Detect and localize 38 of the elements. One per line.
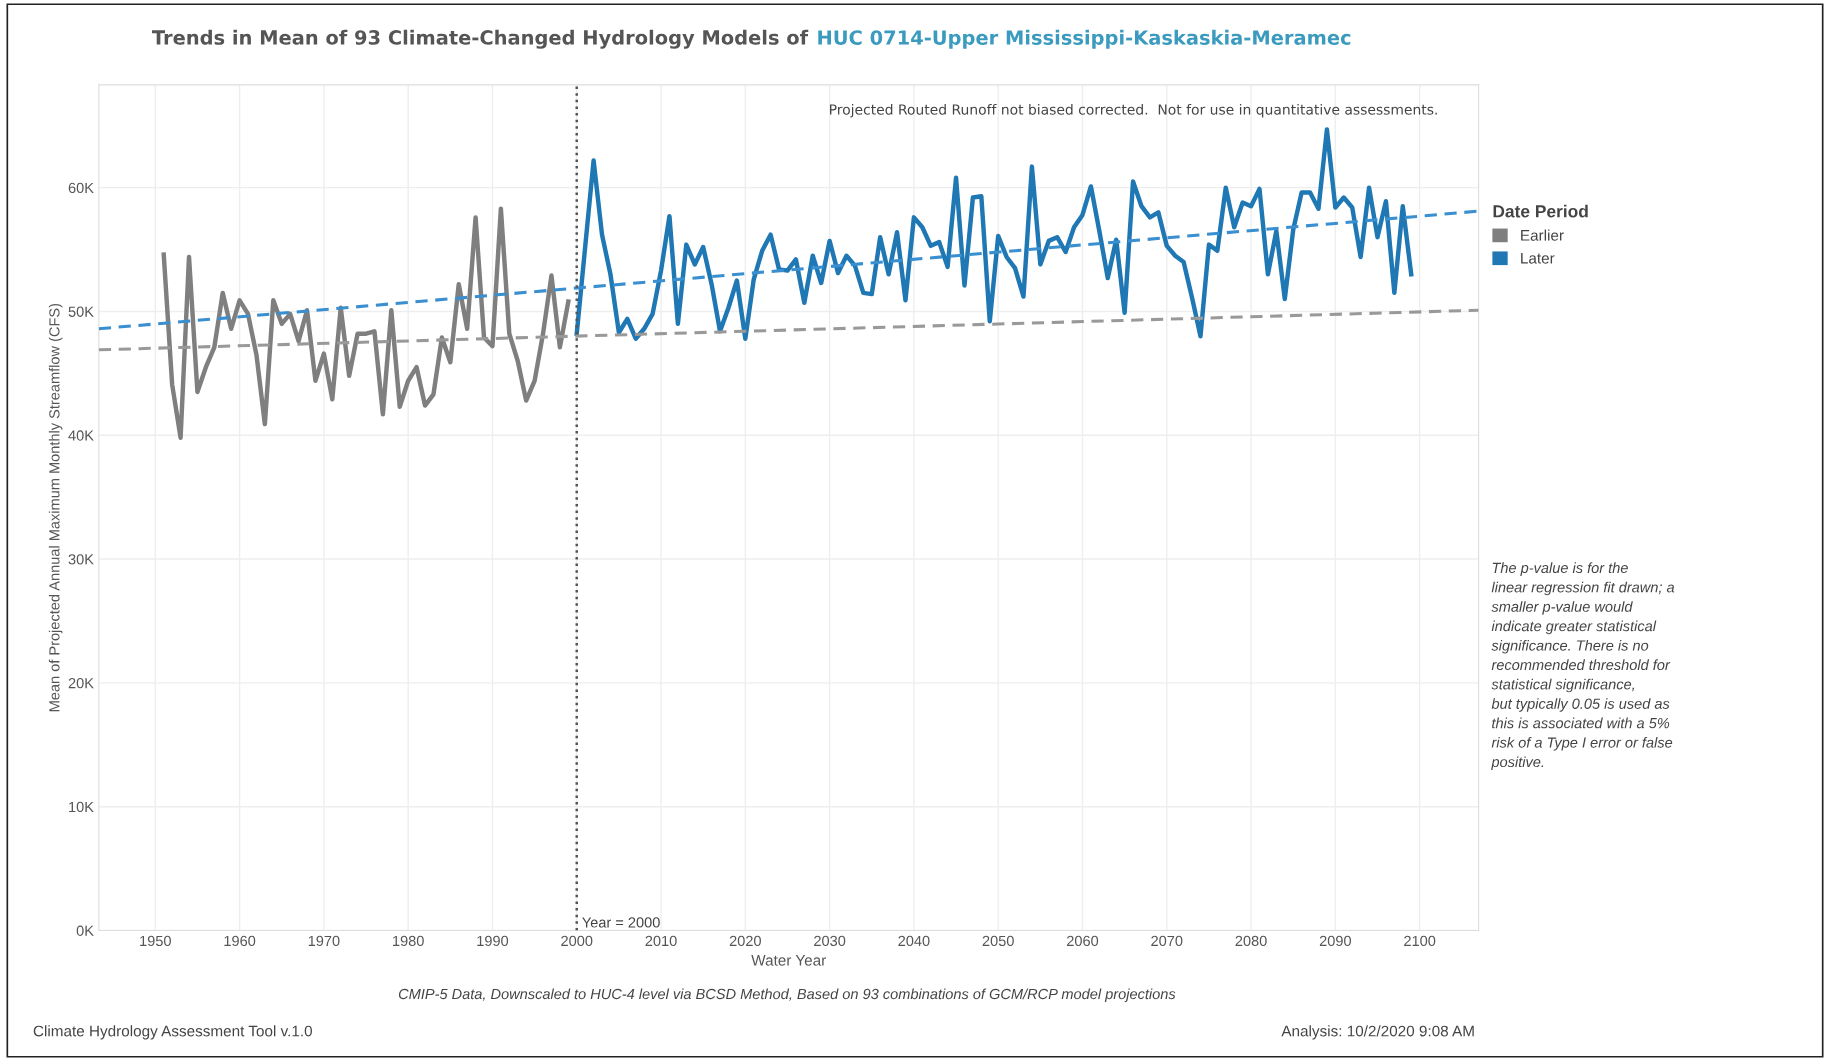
x-tick-label: 2100 [1404,935,1436,947]
legend-label: Earlier [1521,229,1564,241]
x-tick-label: 2050 [982,935,1014,947]
y-tick-label: 10K [69,801,94,813]
y-tick-label: 30K [68,554,94,565]
x-tick-label: 2070 [1151,935,1183,947]
y-tick-label: 0K [76,925,94,936]
ref-line-label: Year = 2000 [582,917,660,928]
x-tick-label: 1970 [308,935,340,947]
x-tick-label: 2040 [898,935,930,947]
text: The p-value is for the linear regression fit drawn; a smaller p-value would indicate greater statistical significance. There is no recommended threshold for statistical significance, but typically 0.05 is used as this is associated with a 5% risk of a Type I error or false positive. [1491,562,1675,770]
text: CMIP-5 Data, Downscaled to HUC-4 level via BCSD Method, Based on 93 combinations of GCM/RCP model projections [398,988,1176,1003]
x-tick-label: 2010 [645,935,677,947]
x-tick-label: 2030 [814,935,846,947]
x-tick-label: 1990 [477,935,509,947]
y-tick-label: 50K [68,306,94,317]
x-tick-label: 1950 [140,935,171,947]
line-series [161,206,571,440]
x-axis-title: Water Year [751,955,826,966]
chart-title: Trends in Mean of 93 Climate-Changed Hydrology Models of [151,29,809,49]
x-tick-label: 2080 [1235,935,1267,947]
x-tick-label: 2020 [729,935,761,947]
text: Climate Hydrology Assessment Tool v.1.0 [33,1025,312,1040]
chart-subtitle: HUC 0714-Upper Mississippi-Kaskaskia-Meramec [818,29,1351,49]
legend-label: Later [1521,252,1555,264]
y-tick-label: 60K [68,182,94,194]
legend-title: Date Period [1493,204,1588,218]
text: Analysis: 10/2/2020 9:08 AM [1281,1025,1474,1040]
x-tick-label: 1960 [224,935,256,947]
x-tick-label: 2060 [1066,935,1099,947]
y-axis-title: Mean of Projected Annual Maximum Monthly Streamflow (CFS) [48,303,63,712]
y-tick-label: 40K [68,430,94,441]
annotation: Projected Routed Runoff not biased corrected. Not for use in quantitative assessments. [830,103,1437,118]
x-tick-label: 2000 [561,935,593,947]
x-tick-label: 2090 [1319,935,1351,947]
line-series [574,127,1414,341]
y-tick-label: 20K [68,677,94,689]
x-tick-label: 1980 [393,935,424,947]
